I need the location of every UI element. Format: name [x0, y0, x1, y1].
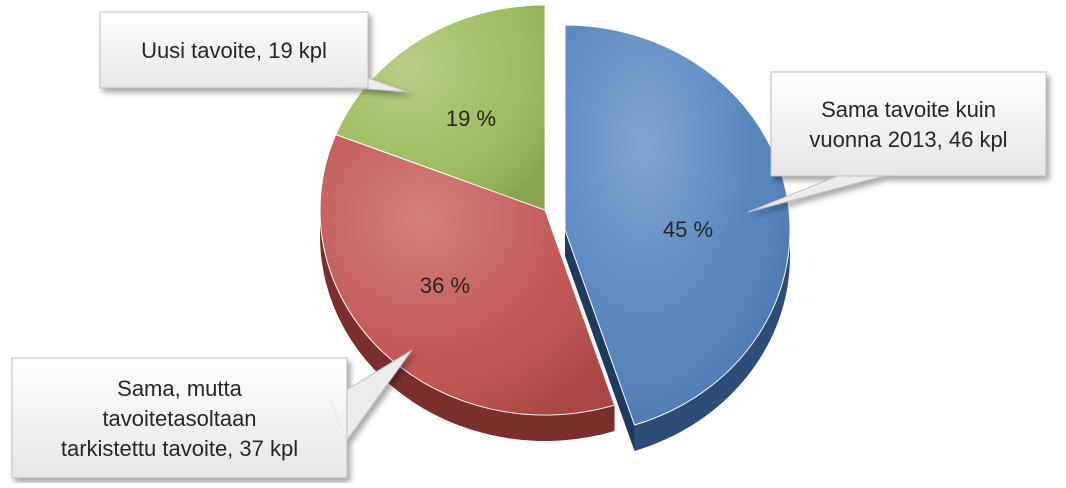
callout-revised: [11, 349, 413, 479]
callout-text-same: Sama tavoite kuin: [821, 97, 996, 122]
pie-percent-label-same: 45 %: [663, 217, 713, 242]
callout-same: [747, 71, 1047, 213]
pie-slice-shine-new: [335, 5, 545, 210]
callout-text-new: Uusi tavoite, 19 kpl: [141, 38, 327, 63]
callout-box-new: [99, 11, 369, 89]
pie-slice-shine-same: [565, 25, 791, 425]
callout-joint-revised: [330, 399, 347, 441]
pie-slice-shine-revised: [320, 134, 615, 415]
callout-text-revised: tarkistettu tavoite, 37 kpl: [61, 436, 298, 461]
pie-percent-label-revised: 36 %: [420, 273, 470, 298]
pie-slice-side-revised: [320, 210, 615, 441]
pie-percent-label-new: 19 %: [446, 106, 496, 131]
pie-slice-face-same: [565, 230, 635, 451]
callout-joint-new: [330, 77, 368, 87]
callout-box-same: [770, 71, 1047, 177]
callout-box-revised: [11, 357, 348, 479]
callout-text-same: vuonna 2013, 46 kpl: [809, 127, 1007, 152]
callout-text-revised: tavoitetasoltaan: [102, 406, 256, 431]
callout-new: [99, 11, 409, 93]
pie-slice-side-same: [634, 230, 790, 451]
callout-text-revised: Sama, mutta: [117, 376, 242, 401]
